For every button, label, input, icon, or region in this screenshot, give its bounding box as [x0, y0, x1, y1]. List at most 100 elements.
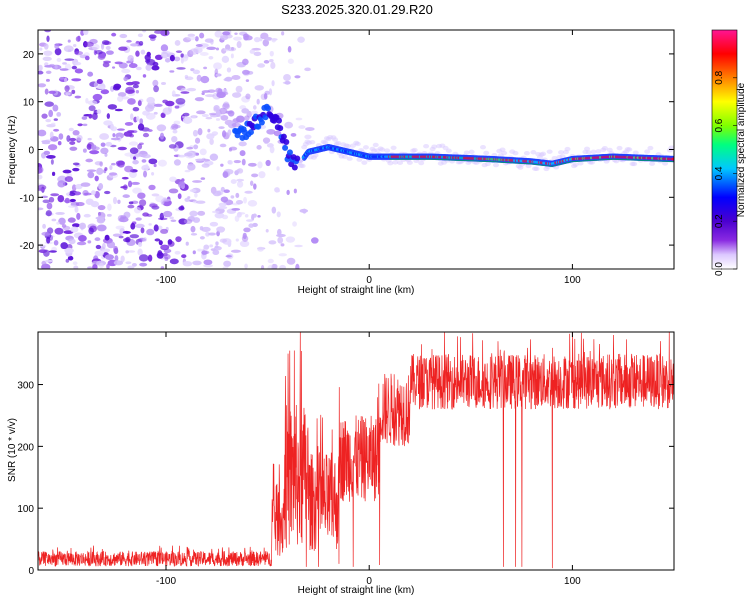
spectrogram-cell [94, 50, 103, 55]
spectrogram-cell [104, 254, 115, 261]
spectrogram-x-tick-label: 0 [366, 275, 372, 286]
spectrogram-cell [239, 240, 250, 248]
spectrogram-cell [203, 264, 214, 268]
spectrogram-cell [185, 241, 189, 246]
spectrogram-cell [137, 33, 143, 38]
spectrogram-cell [42, 56, 52, 61]
spectrogram-cell [153, 85, 159, 93]
spectrogram-cell [231, 207, 241, 211]
spectrogram-cell [219, 238, 227, 243]
spectrogram-cell [104, 190, 111, 195]
spectrogram-cell [523, 150, 530, 156]
snr-x-ticks: -100 0 100 [156, 332, 581, 587]
spectrogram-cell [270, 61, 276, 70]
spectrogram-cell [220, 163, 224, 167]
spectrogram-cell [249, 180, 254, 186]
spectrogram-cell [247, 129, 254, 136]
spectrogram-cell [44, 101, 54, 107]
spectrogram-cell [257, 215, 261, 218]
spectrogram-cell [111, 32, 117, 37]
spectrogram-cell [156, 124, 167, 132]
spectrogram-cell [57, 140, 62, 146]
spectrogram-cell [163, 254, 171, 260]
spectrogram-cell [196, 74, 202, 82]
spectrogram-cell [151, 171, 155, 176]
spectrogram-cell [160, 30, 170, 37]
spectrogram-cell [148, 184, 156, 191]
spectrogram-cell [106, 50, 114, 55]
spectrogram-cell [293, 188, 297, 194]
spectrogram-cell [38, 83, 47, 88]
spectrogram-cell [58, 133, 64, 140]
spectrogram-cell [286, 189, 290, 196]
spectrogram-cell [120, 255, 125, 263]
spectrogram-cell [178, 181, 185, 189]
spectrogram-cell [345, 143, 352, 149]
spectrogram-cell [76, 241, 87, 246]
spectrogram-cell [195, 158, 205, 162]
spectrogram-cell [662, 161, 669, 166]
snr-x-tick-label: -100 [156, 576, 176, 587]
spectrogram-cell [406, 160, 413, 165]
spectrogram-cell [162, 210, 173, 218]
spectrogram-cell [195, 44, 203, 47]
spectrogram-cell [208, 232, 216, 236]
spectrogram-cell [155, 195, 165, 203]
spectrogram-cell [215, 241, 219, 246]
spectrogram-cell [209, 244, 214, 248]
spectrogram-cell [305, 127, 315, 131]
spectrogram-cell [206, 133, 215, 140]
spectrogram-cell [68, 238, 76, 245]
spectrogram-cell [241, 235, 249, 242]
spectrogram-cell [113, 245, 119, 254]
spectrogram-cell [232, 92, 242, 98]
spectrogram-cell [322, 140, 329, 145]
spectrogram-cell [67, 255, 74, 261]
spectrogram-cell [161, 198, 171, 202]
spectrogram-cell [51, 218, 57, 222]
spectrogram-cell [135, 115, 140, 122]
spectrogram-cell [87, 266, 93, 269]
spectrogram-cell [208, 56, 214, 60]
spectrogram-cell [196, 110, 206, 115]
spectrogram-cell [287, 58, 294, 64]
spectrogram-cell [121, 68, 131, 74]
spectrogram-cell [242, 58, 249, 66]
spectrogram-cell [63, 230, 74, 235]
spectrogram-cell [258, 119, 265, 126]
spectrogram-cell [276, 211, 281, 218]
spectrogram-cell [212, 249, 220, 256]
spectrogram-cell [148, 34, 157, 39]
spectrogram-cell [170, 219, 177, 223]
spectrogram-cell [101, 40, 110, 45]
spectrogram-cell [174, 250, 181, 255]
spectrogram-x-label: Height of straight line (km) [298, 285, 415, 296]
spectrogram-cell [279, 264, 286, 269]
spectrogram-cell [50, 159, 54, 165]
spectrogram-cell [174, 39, 181, 46]
spectrogram-cell [135, 217, 142, 221]
spectrogram-cell [263, 60, 270, 64]
spectrogram-cell [90, 201, 100, 208]
snr-y-label: SNR (10 * v/v) [7, 418, 18, 482]
spectrogram-cell [57, 180, 66, 188]
spectrogram-cell [41, 113, 48, 119]
spectrogram-cell [125, 250, 129, 254]
spectrogram-cell [153, 103, 163, 107]
spectrogram-cell [468, 149, 475, 155]
spectrogram-cell [257, 63, 266, 68]
spectrogram-cell [95, 244, 102, 250]
spectrogram-cell [257, 246, 264, 252]
spectrogram-cell [222, 171, 229, 178]
spectrogram-cell [80, 182, 91, 187]
spectrogram-cell [221, 214, 229, 220]
spectrogram-cell [304, 134, 312, 140]
spectrogram-cell [63, 45, 74, 53]
spectrogram-cell [147, 254, 153, 262]
spectrogram-cell [64, 197, 70, 204]
spectrogram-cell [277, 125, 284, 132]
spectrogram-cell [39, 47, 43, 51]
spectrogram-cell [112, 196, 118, 205]
spectrogram-cell [152, 61, 159, 67]
